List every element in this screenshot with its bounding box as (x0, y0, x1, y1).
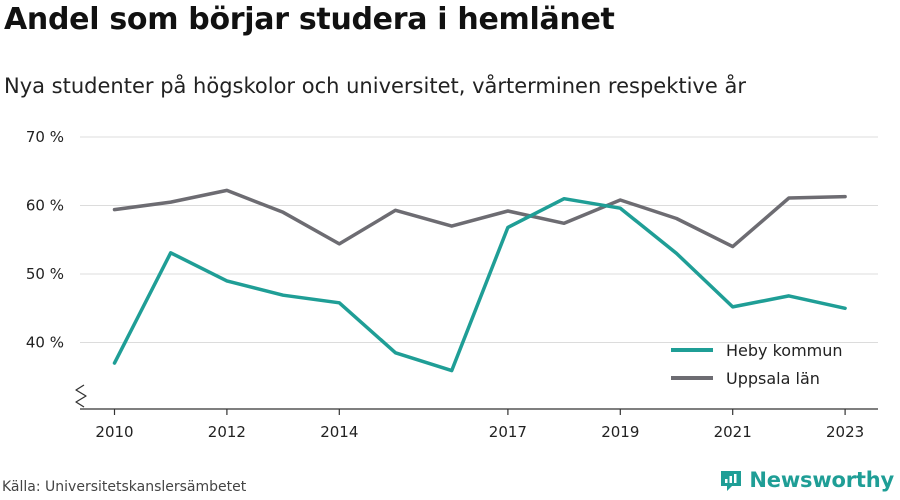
legend-label: Uppsala län (726, 369, 820, 388)
gridlines (80, 136, 878, 343)
y-tick-label: 60 % (26, 197, 64, 215)
y-tick-label: 70 % (26, 128, 64, 146)
series-line (112, 188, 847, 249)
series-line (112, 196, 847, 373)
x-tick-label: 2023 (826, 423, 864, 441)
y-axis-ticks: 40 % 50 % 60 % 70 % (26, 128, 64, 352)
brand-name: Newsworthy (749, 468, 894, 492)
x-axis: 2010 2012 2014 2017 2019 2021 2023 (75, 384, 878, 441)
x-tick-label: 2017 (489, 423, 527, 441)
series-lines (112, 188, 847, 373)
source-note: Källa: Universitetskanslersämbetet (2, 479, 247, 495)
axis-break-icon (75, 384, 87, 408)
brand-logo: Newsworthy (719, 468, 894, 492)
line-chart: 40 % 50 % 60 % 70 % 2010 2012 2014 2017 2019 202… (26, 128, 878, 441)
chart-title: Andel som börjar studera i hemlänet (4, 2, 615, 37)
chart-subtitle: Nya studenter på högskolor och universit… (4, 74, 746, 98)
x-tick-label: 2012 (208, 423, 246, 441)
legend-label: Heby kommun (726, 341, 843, 360)
y-tick-label: 40 % (26, 334, 64, 352)
legend: Heby kommun Uppsala län (671, 341, 843, 388)
x-tick-label: 2021 (714, 423, 752, 441)
x-tick-label: 2010 (95, 423, 133, 441)
x-tick-label: 2019 (601, 423, 639, 441)
newsworthy-logo-icon (721, 471, 742, 491)
y-tick-label: 50 % (26, 265, 64, 283)
x-tick-label: 2014 (320, 423, 358, 441)
